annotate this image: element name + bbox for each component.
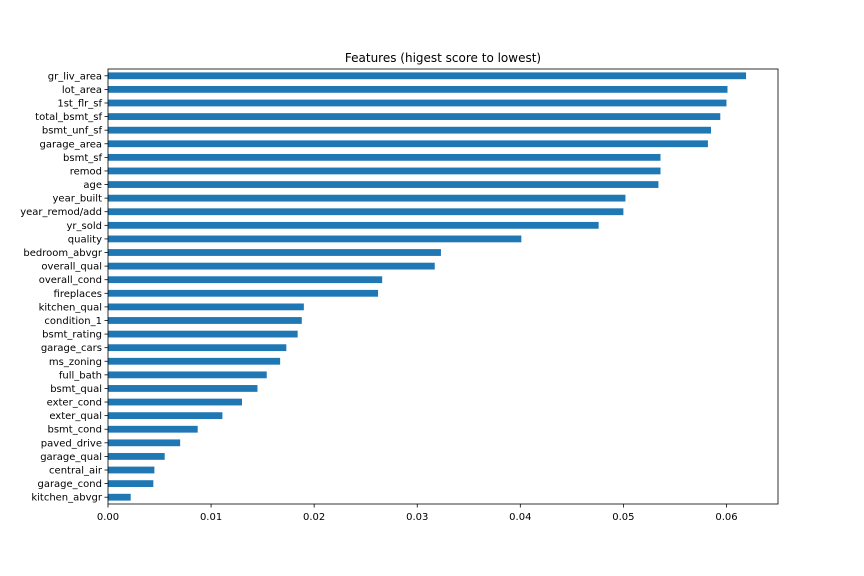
- bar-bsmt-cond: [108, 425, 198, 433]
- x-tick-label: 0.03: [406, 512, 428, 523]
- y-tick-label: bsmt_unf_sf: [42, 126, 103, 137]
- x-tick-label: 0.04: [509, 512, 531, 523]
- bar-fireplaces: [108, 289, 379, 297]
- bar-total-bsmt-sf: [108, 113, 721, 120]
- x-tick-label: 0.01: [200, 512, 222, 523]
- x-tick-label: 0.00: [97, 512, 119, 523]
- y-tick-label: fireplaces: [54, 289, 102, 300]
- y-tick-label: exter_qual: [49, 411, 102, 422]
- y-tick-label: bedroom_abvgr: [23, 248, 102, 259]
- bar-garage-cars: [108, 344, 287, 352]
- bar-yr-sold: [108, 221, 599, 229]
- y-tick-label: kitchen_abvgr: [31, 493, 103, 504]
- y-tick-label: central_air: [49, 466, 103, 477]
- bar-bsmt-qual: [108, 385, 258, 392]
- x-tick-label: 0.05: [612, 512, 634, 523]
- y-tick-label: gr_liv_area: [48, 71, 102, 82]
- bar-kitchen-qual: [108, 303, 304, 311]
- y-tick-label: total_bsmt_sf: [35, 112, 102, 123]
- y-tick-label: bsmt_sf: [63, 153, 102, 164]
- bars-group: [108, 72, 747, 501]
- y-tick-label: year_remod/add: [20, 207, 102, 218]
- x-tick-label: 0.06: [715, 512, 737, 523]
- y-tick-label: ms_zoning: [49, 357, 102, 368]
- bar-overall-qual: [108, 262, 435, 270]
- chart-title: Features (higest score to lowest): [345, 51, 541, 65]
- bar-garage-area: [108, 140, 708, 148]
- y-tick-label: year_built: [53, 194, 103, 205]
- bar-bsmt-sf: [108, 153, 661, 161]
- bar-garage-cond: [108, 480, 154, 488]
- bar-year-built: [108, 194, 626, 202]
- bar-remod: [108, 167, 661, 175]
- x-tick-label: 0.02: [303, 512, 325, 523]
- y-tick-label: quality: [68, 234, 102, 245]
- bar-exter-qual: [108, 412, 223, 420]
- bar-1st-flr-sf: [108, 99, 727, 107]
- bar-exter-cond: [108, 398, 242, 406]
- y-tick-label: kitchen_qual: [39, 302, 102, 313]
- y-tick-label: age: [83, 180, 102, 191]
- bar-garage-qual: [108, 453, 165, 460]
- bar-kitchen-abvgr: [108, 493, 131, 501]
- y-tick-label: lot_area: [62, 85, 102, 96]
- y-tick-label: bsmt_rating: [42, 330, 102, 341]
- bar-full-bath: [108, 371, 267, 379]
- y-tick-label: paved_drive: [41, 438, 102, 449]
- bar-central-air: [108, 466, 155, 474]
- y-tick-label: remod: [70, 166, 102, 177]
- bar-age: [108, 181, 659, 188]
- y-tick-label: garage_area: [39, 139, 102, 150]
- bar-condition-1: [108, 317, 302, 324]
- y-tick-label: overall_cond: [39, 275, 102, 286]
- y-tick-label: bsmt_qual: [50, 384, 102, 395]
- y-tick-label: yr_sold: [67, 221, 102, 232]
- y-tick-label: 1st_flr_sf: [57, 98, 102, 109]
- y-tick-label: full_bath: [59, 370, 102, 381]
- y-tick-label: garage_qual: [40, 452, 102, 463]
- bar-ms-zoning: [108, 357, 281, 365]
- plot-frame: [107, 68, 779, 505]
- y-tick-label: condition_1: [44, 316, 102, 327]
- bar-overall-cond: [108, 276, 383, 284]
- bar-paved-drive: [108, 439, 181, 447]
- bar-bsmt-unf-sf: [108, 126, 711, 134]
- bar-bsmt-rating: [108, 330, 298, 338]
- bar-bedroom-abvgr: [108, 249, 441, 256]
- y-tick-label: bsmt_cond: [47, 425, 102, 436]
- y-tick-label: garage_cars: [41, 343, 102, 354]
- y-tick-label: exter_cond: [47, 398, 102, 409]
- bar-lot-area: [108, 85, 728, 93]
- y-axis-ticks: gr_liv_area lot_area 1st_flr_sf total_bsmt_…: [20, 71, 108, 504]
- bar-year-remod-add: [108, 208, 624, 216]
- x-axis-ticks: 0.00 0.01 0.02 0.03 0.04 0.05 0.06: [97, 504, 738, 523]
- bar-quality: [108, 235, 522, 243]
- y-tick-label: overall_qual: [41, 262, 102, 273]
- bar-gr-liv-area: [108, 72, 747, 80]
- y-tick-label: garage_cond: [37, 479, 102, 490]
